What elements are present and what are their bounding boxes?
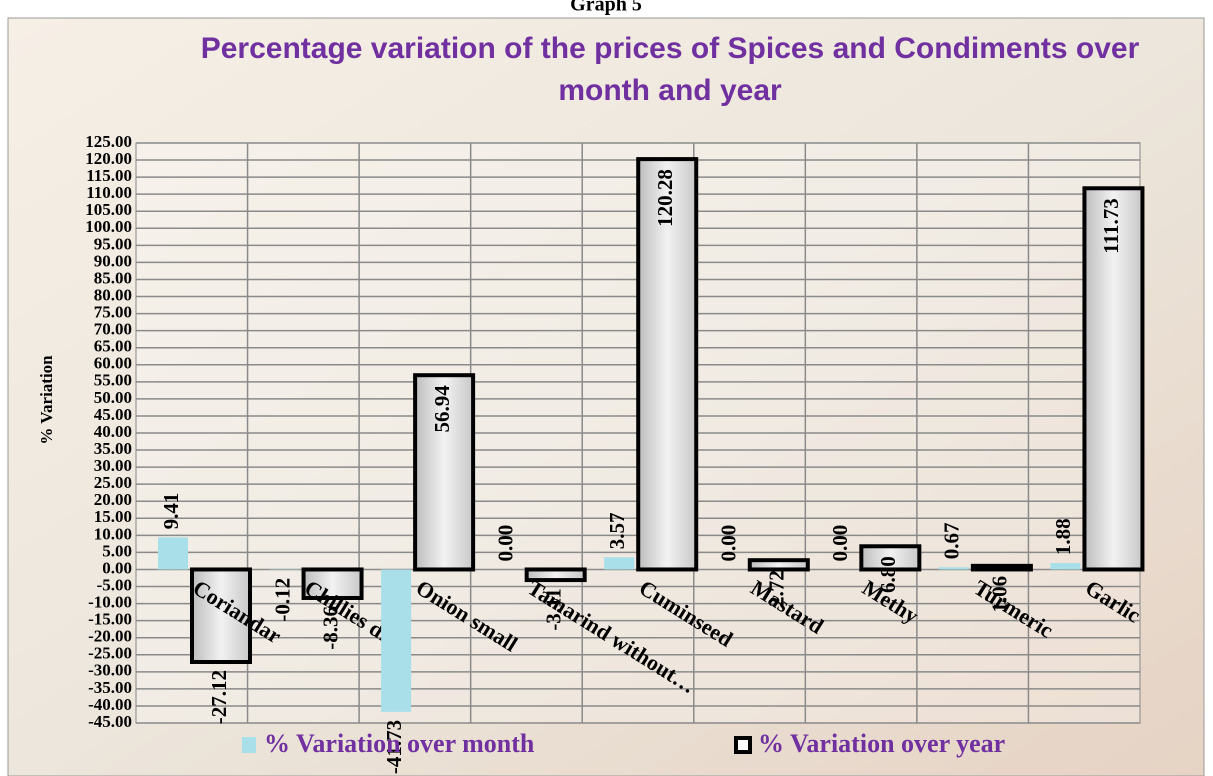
value-label: -8.36 [318,606,342,650]
y-tick-label: 20.00 [94,490,132,509]
y-tick-label: 25.00 [94,473,132,492]
y-tick-label: 50.00 [94,388,132,407]
y-tick-label: 125.00 [85,132,132,151]
value-label: 56.94 [430,385,454,433]
y-tick-label: 35.00 [94,439,132,458]
y-tick-label: 95.00 [94,234,132,253]
y-tick-label: 75.00 [94,302,132,321]
y-tick-label: 80.00 [94,285,132,304]
value-label: 120.28 [653,169,677,227]
y-tick-label: 65.00 [94,337,132,356]
bar [381,569,412,712]
value-label: 2.72 [765,570,789,607]
value-label: -3.11 [541,588,565,631]
y-tick-label: 60.00 [94,354,132,373]
y-tick-label: 15.00 [94,507,132,526]
value-label: 0.00 [493,525,517,562]
y-tick-label: 10.00 [94,524,132,543]
bar [413,373,476,572]
y-tick-label: 110.00 [86,183,132,202]
y-tick-label: 30.00 [94,456,132,475]
bar [190,567,252,664]
value-label: 6.80 [876,556,900,593]
y-tick-label: 55.00 [94,371,132,390]
value-label: -0.12 [270,578,294,622]
bar [158,537,188,570]
value-label: 0.67 [940,522,964,559]
value-label: 9.41 [159,493,183,530]
bar [1050,563,1081,570]
bar [1082,186,1145,572]
y-axis-label: % Variation [37,355,56,445]
value-label: 111.73 [1099,198,1123,253]
value-label: 0.00 [717,525,741,562]
y-tick-label: 90.00 [94,251,132,270]
value-label: 0.00 [828,525,852,562]
y-tick-label: -30.00 [88,661,132,680]
page-heading: Graph 5 [570,0,642,16]
title-box: Percentage variation of the prices of Sp… [200,32,1140,107]
value-label: 1.88 [1051,518,1075,555]
y-tick-label: 105.00 [85,200,132,219]
y-tick-label: -10.00 [88,592,132,611]
value-label: -27.12 [207,670,231,724]
chart-title: Percentage variation of the prices of Sp… [200,32,1140,107]
y-tick-label: -45.00 [88,712,132,731]
y-tick-label: 5.00 [102,541,132,560]
bar [524,567,587,583]
y-tick-label: 0.00 [102,558,132,577]
y-tick-label: 70.00 [94,320,132,339]
y-tick-label: 115.00 [86,166,132,185]
y-tick-label: -15.00 [88,610,132,629]
legend-label: % Variation over year [758,729,1005,758]
legend-swatch [242,737,256,753]
y-tick-label: 85.00 [94,268,132,287]
value-label: 3.57 [605,513,629,550]
legend-swatch [734,736,752,754]
legend-label: % Variation over month [264,729,535,758]
y-tick-label: 40.00 [94,422,132,441]
value-label: 1.06 [988,576,1012,613]
bar [859,544,922,572]
y-tick-label: 120.00 [85,149,132,168]
y-tick-label: 45.00 [94,405,132,424]
y-tick-label: -20.00 [88,627,132,646]
y-tick-label: 100.00 [85,217,132,236]
bar [301,567,364,600]
y-tick-label: -5.00 [97,575,132,594]
bar [938,567,969,570]
y-tick-label: -40.00 [88,695,132,714]
y-tick-label: -35.00 [88,678,132,697]
bar [747,558,810,572]
bar [604,557,635,570]
bar [970,563,1033,572]
y-tick-label: -25.00 [88,644,132,663]
bar [636,157,699,572]
value-label: -41.73 [382,720,406,774]
